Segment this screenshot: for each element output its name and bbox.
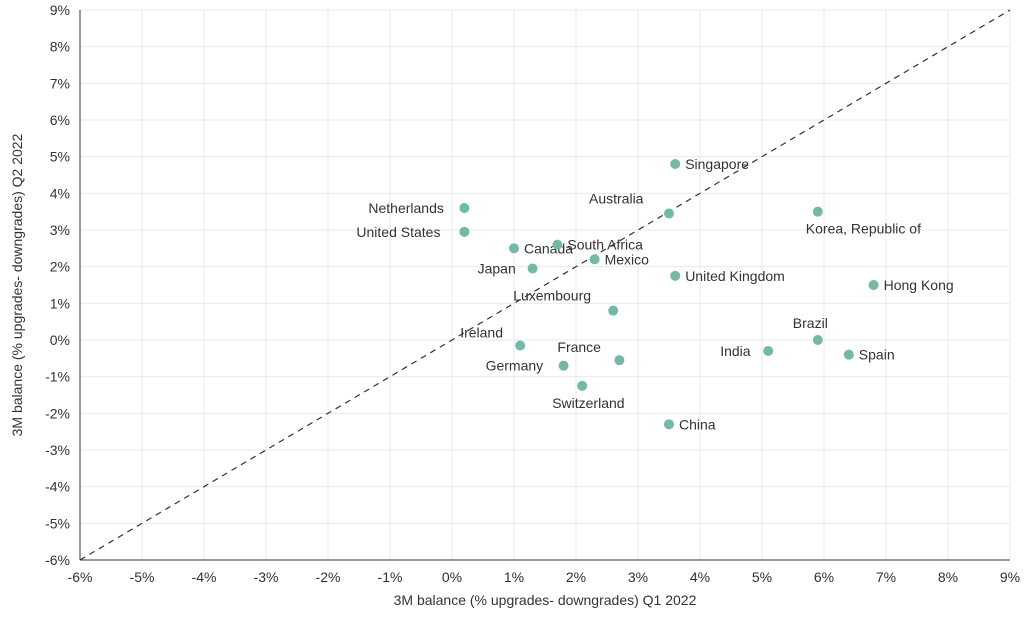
data-point-label: France [557, 339, 601, 355]
y-tick-label: -6% [45, 552, 70, 568]
y-axis-label: 3M balance (% upgrades- downgrades) Q2 2… [9, 133, 25, 436]
x-tick-label: 6% [814, 569, 834, 585]
data-point-label: Japan [478, 261, 516, 277]
x-tick-label: 2% [566, 569, 586, 585]
data-point-label: China [679, 416, 716, 432]
x-tick-label: -5% [130, 569, 155, 585]
data-point [559, 361, 569, 371]
y-tick-label: 9% [50, 2, 70, 18]
data-point [515, 341, 525, 351]
x-tick-label: -3% [254, 569, 279, 585]
data-point-label: Luxembourg [513, 288, 591, 304]
data-point-label: South Africa [567, 237, 643, 253]
x-tick-label: 8% [938, 569, 958, 585]
data-point [670, 159, 680, 169]
y-tick-label: 0% [50, 332, 70, 348]
data-point [528, 264, 538, 274]
data-point [844, 350, 854, 360]
data-point-label: Australia [589, 191, 644, 207]
x-tick-label: 4% [690, 569, 710, 585]
data-point [763, 346, 773, 356]
data-point-label: United States [356, 224, 440, 240]
x-tick-label: 7% [876, 569, 896, 585]
data-point-label: Germany [486, 358, 544, 374]
y-tick-label: 8% [50, 39, 70, 55]
y-tick-label: -5% [45, 515, 70, 531]
data-point [459, 203, 469, 213]
data-point [813, 335, 823, 345]
x-tick-label: 1% [504, 569, 524, 585]
data-point-label: Singapore [685, 156, 749, 172]
data-point [590, 254, 600, 264]
data-point-label: Hong Kong [884, 277, 954, 293]
y-tick-label: 3% [50, 222, 70, 238]
x-tick-label: -6% [68, 569, 93, 585]
x-tick-label: -1% [378, 569, 403, 585]
y-tick-label: 4% [50, 185, 70, 201]
x-tick-label: 9% [1000, 569, 1020, 585]
data-point [813, 207, 823, 217]
data-point-label: Switzerland [552, 395, 624, 411]
data-point-label: India [720, 343, 751, 359]
y-tick-label: -1% [45, 369, 70, 385]
x-tick-label: 5% [752, 569, 772, 585]
data-point [509, 243, 519, 253]
data-point [664, 419, 674, 429]
data-point-label: Canada [524, 240, 573, 256]
data-point [869, 280, 879, 290]
scatter-chart: -6% -5% -4% -3% -2% -1% 0% 1% 2% 3% 4% 5% 6% 7% 8% 9% -6… [0, 0, 1024, 617]
y-tick-label: 2% [50, 259, 70, 275]
data-point [670, 271, 680, 281]
y-tick-label: 6% [50, 112, 70, 128]
y-tick-label: 7% [50, 75, 70, 91]
x-tick-label: 3% [628, 569, 648, 585]
x-tick-label: -2% [316, 569, 341, 585]
data-point-label: Spain [859, 347, 895, 363]
y-tick-label: -3% [45, 442, 70, 458]
data-point [614, 355, 624, 365]
data-point [459, 227, 469, 237]
y-tick-label: -2% [45, 405, 70, 421]
data-point [552, 240, 562, 250]
data-point-label: United Kingdom [685, 268, 785, 284]
y-tick-label: 5% [50, 149, 70, 165]
x-tick-label: 0% [442, 569, 462, 585]
data-point-label: Korea, Republic of [806, 221, 921, 237]
x-tick-label: -4% [192, 569, 217, 585]
data-point-label: Ireland [460, 325, 503, 341]
y-tick-label: 1% [50, 295, 70, 311]
data-point [577, 381, 587, 391]
data-point [608, 306, 618, 316]
data-point-label: Mexico [605, 251, 650, 267]
x-axis-label: 3M balance (% upgrades- downgrades) Q1 2… [394, 592, 697, 608]
y-tick-label: -4% [45, 479, 70, 495]
data-point-label: Brazil [793, 315, 828, 331]
data-point-label: Netherlands [368, 200, 444, 216]
data-point [664, 209, 674, 219]
chart-svg: -6% -5% -4% -3% -2% -1% 0% 1% 2% 3% 4% 5% 6% 7% 8% 9% -6… [0, 0, 1024, 617]
